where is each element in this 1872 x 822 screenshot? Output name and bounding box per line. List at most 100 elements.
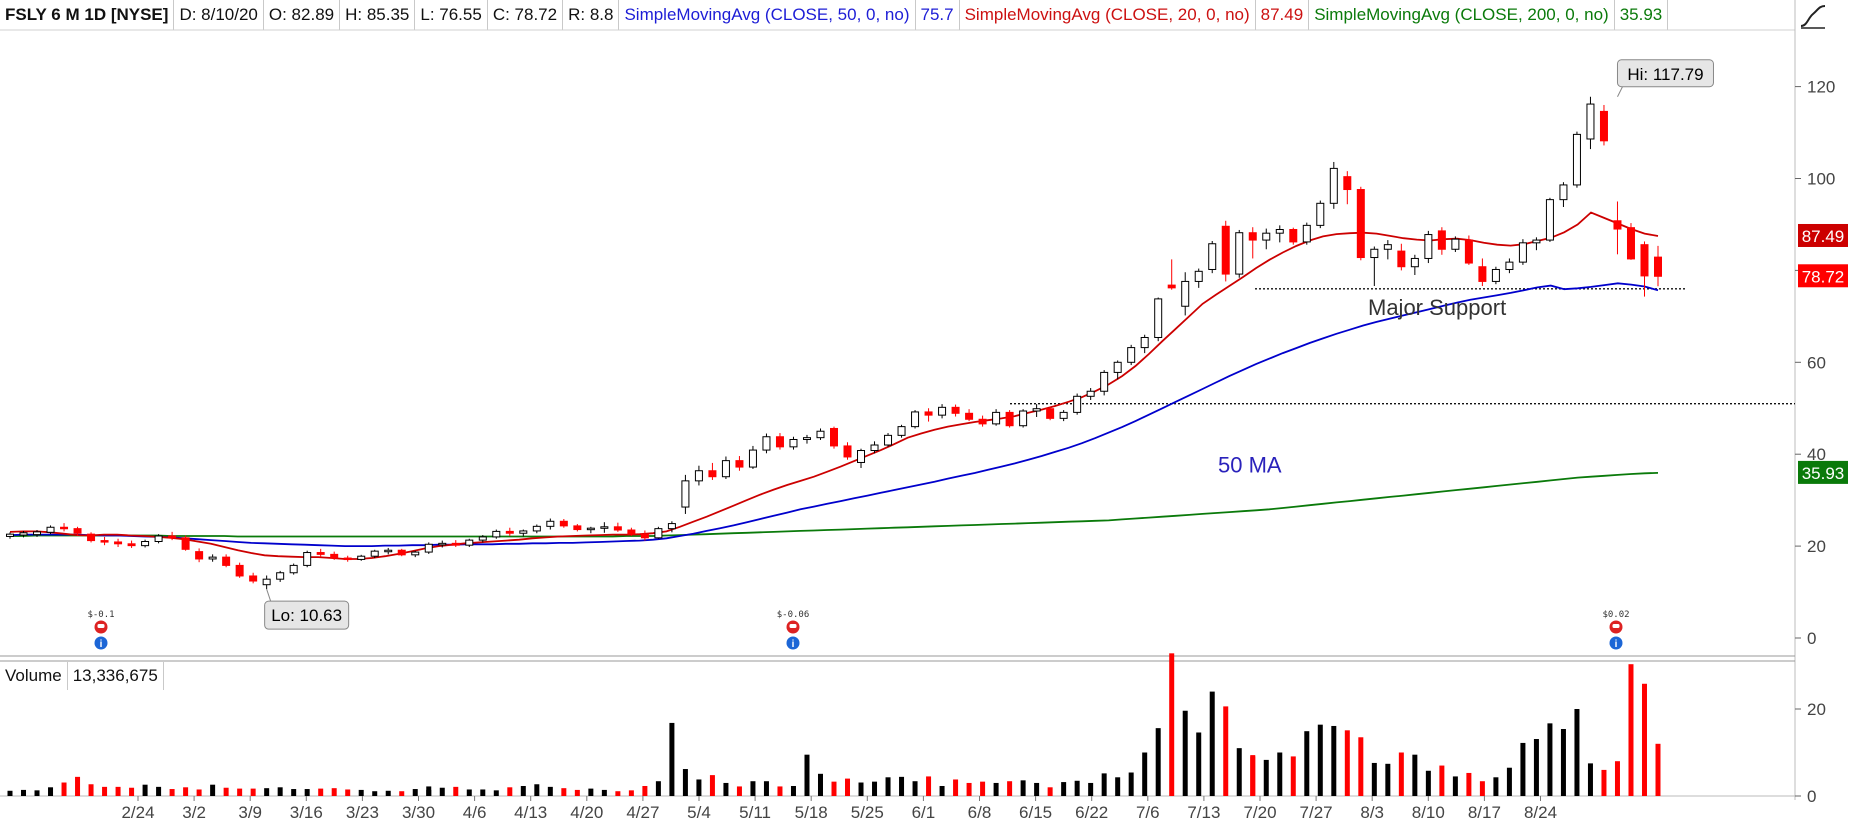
candle-body (546, 520, 555, 527)
low-callout-text: Lo: 10.63 (271, 606, 342, 625)
candle-body (519, 530, 528, 534)
volume-bar (358, 789, 364, 796)
close-value: C: 78.72 (488, 0, 564, 30)
date-tick-label: 3/30 (402, 803, 435, 822)
candle-body (222, 556, 231, 566)
volume-bar (426, 786, 432, 796)
candle-body (1451, 238, 1460, 250)
candle-body (87, 533, 96, 542)
volume-axis: 0 20 (1795, 700, 1826, 806)
volume-bar (696, 779, 702, 796)
volume-bar (34, 790, 40, 796)
volume-bar (804, 754, 810, 796)
volume-bar (102, 786, 108, 796)
candle-body (1654, 256, 1662, 277)
price-tick-label: 0 (1807, 629, 1816, 648)
candle-body (303, 552, 312, 566)
price-tag-text-sma20: 87.49 (1802, 227, 1845, 246)
volume-bar (709, 775, 715, 796)
annotations: Hi: 117.79 Lo: 10.63 Major Support 50 MA (264, 59, 1714, 630)
range-value: R: 8.8 (563, 0, 620, 30)
candle-body (1208, 243, 1217, 270)
candle-body (1005, 411, 1014, 427)
volume-bar (966, 782, 972, 796)
candle-body (1275, 229, 1284, 234)
candle-body (884, 434, 893, 446)
volume-bar (385, 790, 391, 796)
date-tick-label: 8/17 (1468, 803, 1501, 822)
candle-body (816, 430, 825, 439)
date-tick-label: 6/1 (912, 803, 936, 822)
candle-body (708, 470, 717, 478)
candle-body (411, 551, 420, 556)
sma200-line (10, 472, 1659, 538)
volume-bar (1088, 782, 1094, 796)
candle-body (1464, 239, 1473, 264)
sma20-label[interactable]: SimpleMovingAvg (CLOSE, 20, 0, no) (960, 0, 1256, 30)
volume-bar (48, 787, 54, 796)
candle-body (1424, 234, 1433, 259)
candle-body (1640, 244, 1649, 277)
candle-body (830, 427, 838, 447)
candle-body (965, 412, 974, 420)
drawing-tool-button[interactable] (1798, 2, 1828, 30)
price-tag-sma20 (1798, 223, 1848, 247)
candle-body (613, 526, 622, 531)
volume-bar (196, 789, 202, 796)
sma200-label[interactable]: SimpleMovingAvg (CLOSE, 200, 0, no) (1309, 0, 1615, 30)
candle-body (1383, 244, 1392, 250)
volume-title: Volume (0, 662, 68, 690)
volume-bar (615, 791, 621, 796)
candle-body (73, 528, 82, 534)
high-value: H: 85.35 (340, 0, 416, 30)
candle-body (775, 436, 784, 448)
earnings-phone-icon-handset (1612, 624, 1620, 628)
candle-body (330, 553, 339, 559)
drawing-tool-icon (1800, 5, 1826, 29)
sma50-label[interactable]: SimpleMovingAvg (CLOSE, 50, 0, no) (619, 0, 916, 30)
earnings-value: $-0.06 (777, 610, 810, 620)
date-tick-label: 7/6 (1136, 803, 1160, 822)
volume-bar (845, 778, 851, 796)
volume-bar (237, 788, 243, 796)
date-tick-label: 6/8 (968, 803, 992, 822)
candle-body (1194, 270, 1203, 282)
volume-bar (1587, 763, 1593, 796)
candle-body (586, 527, 595, 531)
volume-bar (1182, 710, 1188, 796)
candle-body (181, 537, 190, 550)
candle-body (1626, 227, 1635, 260)
symbol-label[interactable]: FSLY 6 M 1D [NYSE] (0, 0, 175, 30)
volume-bar (1641, 683, 1647, 796)
volume-bar (1196, 732, 1202, 796)
candle-body (911, 411, 920, 428)
candle-body (627, 529, 636, 535)
high-callout-box (1616, 59, 1714, 88)
candle-body (1019, 410, 1028, 427)
volume-bar (1547, 723, 1553, 796)
volume-bar (1115, 777, 1121, 796)
volume-bar (7, 790, 13, 796)
candle-body (1248, 232, 1257, 241)
candle-body (19, 532, 28, 536)
volume-bar (318, 788, 324, 796)
candle-body (1343, 176, 1352, 191)
volume-bar (507, 787, 513, 796)
low-callout-pointer (266, 588, 272, 602)
info-bulb-icon (786, 636, 800, 650)
date-axis: 2/24 3/2 3/9 3/16 3/23 3/30 4/6 4/13 4/20 4/27 5/4… (121, 796, 1557, 822)
moving-averages (9, 211, 1659, 560)
candle-body (1059, 411, 1068, 419)
volume-bar (291, 789, 297, 796)
date-tick-label: 3/2 (182, 803, 206, 822)
candle-body (681, 480, 690, 508)
candle-body (154, 535, 163, 543)
volume-bar (763, 781, 769, 796)
major-support-label: Major Support (1368, 295, 1506, 320)
volume-bar (885, 777, 891, 796)
volume-bar (1128, 772, 1134, 796)
price-tick-label: 100 (1807, 170, 1835, 189)
volume-bar (1601, 769, 1607, 796)
candle-body (1518, 242, 1527, 263)
